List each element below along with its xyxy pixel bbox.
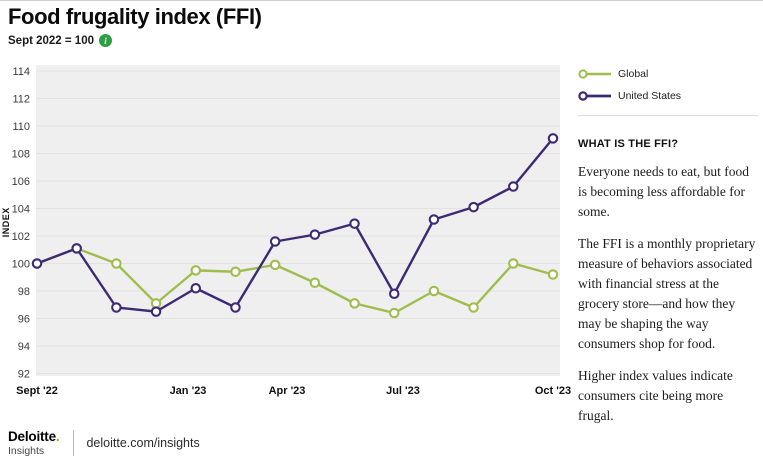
svg-text:Jan '23: Jan '23 [170,385,207,397]
svg-text:108: 108 [12,149,30,161]
svg-text:114: 114 [12,66,30,78]
legend-divider [578,115,758,116]
svg-text:Apr '23: Apr '23 [269,385,306,397]
svg-text:96: 96 [18,314,30,326]
svg-text:102: 102 [12,231,30,243]
svg-text:Oct '23: Oct '23 [535,385,571,397]
index-baseline-note: Sept 2022 = 100 i [8,34,112,47]
svg-text:94: 94 [18,341,30,353]
sidebar-paragraph: Higher index values indicate consumers c… [578,368,733,423]
ffi-line-chart: 92 94 96 98 100 102 104 106 108 110 112 114 INDEX Sep… [0,61,585,406]
svg-text:112: 112 [12,94,30,106]
legend-label-united-states: United States [618,90,682,102]
legend-label-global: Global [618,68,649,80]
brand-name: Deloitte [8,429,56,444]
svg-text:98: 98 [18,286,30,298]
footer-divider [73,430,75,456]
page-title: Food frugality index (FFI) [8,4,262,29]
legend-item-united-states: United States [578,85,758,107]
sidebar-heading: WHAT IS THE FFI? [578,138,679,150]
svg-text:Jul '23: Jul '23 [386,385,420,397]
svg-text:104: 104 [12,204,30,216]
deloitte-logo: Deloitte. Insights [8,429,60,457]
svg-text:106: 106 [12,176,30,188]
svg-text:INDEX: INDEX [1,207,11,237]
sidebar-paragraph: Everyone needs to eat, but food is becom… [578,164,749,219]
chart-canvas: 92 94 96 98 100 102 104 106 108 110 112 114 INDEX Sep… [1,65,571,397]
insights-link[interactable]: deloitte.com/insights [86,436,200,450]
svg-text:Sept '22: Sept '22 [16,385,58,397]
footer: Deloitte. Insights deloitte.com/insights [8,430,200,456]
brand-green-dot: . [55,429,60,444]
global-line-marker-icon [578,69,611,79]
us-line-marker-icon [578,91,611,101]
sidebar-paragraph: The FFI is a monthly proprietary measure… [578,236,756,351]
right-column: Global United States WHAT IS THE FFI? Ev… [578,63,758,426]
subtitle-text: Sept 2022 = 100 [8,34,94,47]
svg-text:100: 100 [12,259,30,271]
legend-item-global: Global [578,63,758,85]
info-icon[interactable]: i [99,34,112,47]
svg-text:92: 92 [18,369,30,381]
brand-insights-label: Insights [8,444,45,457]
svg-text:110: 110 [12,121,30,133]
